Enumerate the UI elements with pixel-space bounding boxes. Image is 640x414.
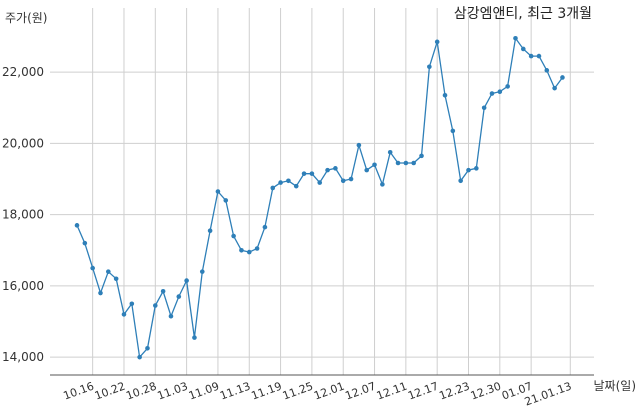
x-tick-label: 10.16 bbox=[62, 380, 96, 403]
x-axis-label: 날짜(일) bbox=[594, 379, 636, 393]
y-tick-label: 16,000 bbox=[2, 279, 44, 293]
data-point bbox=[403, 160, 409, 166]
data-point bbox=[552, 85, 557, 91]
data-point bbox=[231, 233, 236, 239]
y-axis-label: 주가(원) bbox=[5, 11, 47, 25]
data-point bbox=[153, 303, 158, 308]
price-series-line bbox=[76, 36, 564, 359]
data-point bbox=[74, 223, 80, 228]
data-point bbox=[223, 198, 229, 203]
data-point bbox=[246, 249, 252, 255]
data-point bbox=[199, 269, 205, 274]
data-point bbox=[458, 178, 463, 184]
x-tick-label: 12.07 bbox=[344, 380, 378, 403]
grid-layer bbox=[50, 8, 594, 375]
data-point bbox=[419, 153, 424, 159]
data-point bbox=[505, 84, 510, 89]
data-point bbox=[411, 160, 416, 166]
data-point bbox=[356, 142, 362, 148]
data-point bbox=[442, 92, 448, 98]
data-point bbox=[106, 269, 111, 274]
data-point bbox=[380, 182, 385, 187]
x-tick-label: 11.25 bbox=[281, 380, 315, 403]
data-point bbox=[82, 240, 88, 246]
y-tick-label: 14,000 bbox=[2, 350, 44, 364]
data-point bbox=[513, 35, 518, 41]
data-point bbox=[286, 178, 291, 184]
x-tick-label: 11.13 bbox=[218, 380, 252, 403]
data-point bbox=[207, 228, 213, 233]
data-point bbox=[560, 75, 565, 80]
data-point bbox=[481, 105, 487, 111]
data-point bbox=[90, 265, 95, 271]
data-point bbox=[450, 128, 456, 134]
data-point bbox=[98, 290, 103, 296]
data-point bbox=[137, 354, 142, 360]
x-tick-label: 12.11 bbox=[375, 380, 409, 403]
data-point bbox=[372, 162, 377, 168]
data-point bbox=[333, 166, 338, 171]
data-point bbox=[489, 91, 495, 96]
x-tick-label: 11.19 bbox=[250, 380, 284, 403]
data-point bbox=[387, 150, 393, 155]
y-tick-labels: 14,000 16,000 18,000 20,000 22,000 bbox=[2, 65, 44, 364]
data-point bbox=[521, 46, 526, 52]
data-point bbox=[113, 276, 119, 282]
y-tick-label: 18,000 bbox=[2, 208, 44, 222]
data-point bbox=[544, 68, 550, 73]
series-layer bbox=[74, 35, 565, 360]
data-point bbox=[309, 171, 315, 176]
data-point bbox=[192, 335, 197, 340]
data-point bbox=[278, 180, 283, 185]
data-point bbox=[184, 278, 189, 283]
data-point bbox=[215, 189, 221, 194]
data-point bbox=[239, 247, 244, 253]
data-point bbox=[466, 167, 471, 173]
data-point bbox=[434, 39, 440, 45]
x-tick-label: 11.03 bbox=[156, 380, 190, 403]
data-point bbox=[176, 294, 182, 299]
data-point bbox=[293, 183, 299, 189]
x-tick-label: 12.23 bbox=[437, 380, 471, 403]
data-point bbox=[348, 176, 354, 182]
data-point bbox=[528, 53, 534, 59]
data-point bbox=[317, 180, 323, 185]
data-point bbox=[129, 301, 135, 307]
y-tick-label: 22,000 bbox=[2, 65, 44, 79]
x-tick-label: 11.09 bbox=[187, 380, 221, 403]
data-point bbox=[474, 166, 479, 171]
data-point bbox=[270, 185, 276, 191]
x-tick-label: 10.28 bbox=[124, 380, 158, 403]
data-point bbox=[301, 171, 307, 176]
data-point bbox=[536, 53, 542, 59]
data-point bbox=[262, 224, 268, 230]
x-tick-labels: 10.1610.2210.2811.0311.0911.1311.1911.25… bbox=[62, 380, 574, 409]
data-point bbox=[160, 288, 166, 294]
data-point bbox=[325, 167, 330, 173]
x-tick-label: 12.01 bbox=[312, 380, 346, 403]
x-tick-label: 12.30 bbox=[469, 380, 503, 403]
data-point bbox=[168, 313, 174, 319]
y-tick-label: 20,000 bbox=[2, 136, 44, 150]
data-point bbox=[145, 345, 150, 351]
data-point bbox=[254, 246, 260, 251]
data-point bbox=[340, 178, 346, 184]
data-point bbox=[427, 64, 432, 70]
data-point bbox=[497, 89, 503, 95]
x-tick-label: 12.17 bbox=[406, 380, 440, 403]
data-point bbox=[121, 312, 127, 317]
chart-title: 삼강엠앤티, 최근 3개월 bbox=[454, 6, 592, 22]
data-point bbox=[364, 167, 370, 173]
data-point bbox=[395, 160, 401, 166]
x-tick-label: 10.22 bbox=[93, 380, 127, 403]
